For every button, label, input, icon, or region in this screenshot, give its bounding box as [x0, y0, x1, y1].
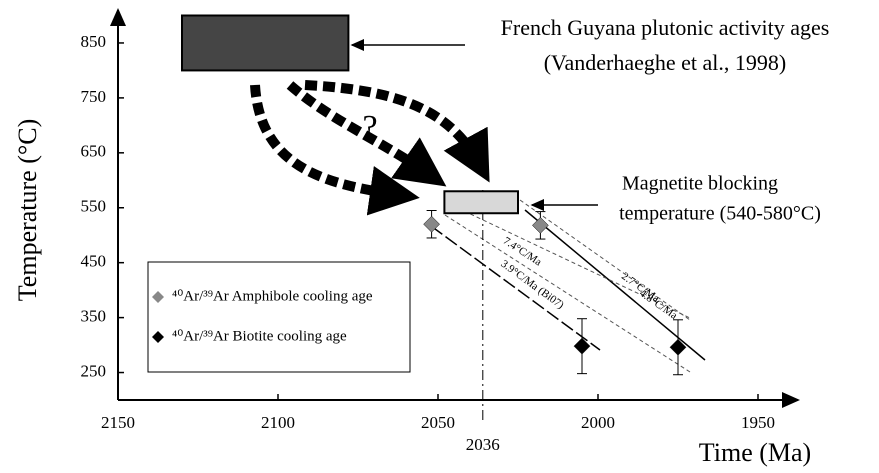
- x-tick-label: 2150: [101, 413, 135, 432]
- range-box: [443, 190, 519, 215]
- y-tick-label: 650: [81, 142, 107, 161]
- legend-box: [147, 261, 411, 373]
- point: [423, 215, 440, 233]
- annotation: 3.9°C/Ma (Bi07): [499, 258, 567, 312]
- cooling-lines: [350, 39, 706, 373]
- y-tick-label: 850: [81, 32, 107, 51]
- x-tick-label: 2000: [581, 413, 615, 432]
- box-label: Magnetite blocking: [622, 173, 778, 195]
- y-tick-label: 750: [81, 87, 107, 106]
- y-tick-label: 250: [81, 361, 107, 380]
- x-tick-label: 1950: [741, 413, 775, 432]
- point: [532, 216, 549, 234]
- point: [573, 337, 591, 355]
- y-tick-label: 350: [81, 307, 107, 326]
- y-axis-label: Temperature (°C): [13, 119, 42, 302]
- x-tick-label: 2050: [421, 413, 455, 432]
- y-tick-label: 450: [81, 252, 107, 271]
- point: [669, 338, 687, 356]
- legend-marker: [152, 331, 164, 343]
- legend-label: ⁴⁰Ar/³⁹Ar Amphibole cooling age: [172, 288, 373, 304]
- annotation: ?: [362, 109, 377, 146]
- marker-label: 2036: [466, 435, 500, 454]
- box-label: French Guyana plutonic activity ages: [501, 15, 830, 40]
- range-box: [181, 14, 350, 72]
- legend-label: ⁴⁰Ar/³⁹Ar Biotite cooling age: [172, 328, 347, 344]
- box-label: (Vanderhaeghe et al., 1998): [544, 50, 787, 75]
- legend-marker: [152, 291, 164, 303]
- box-label: temperature (540-580°C): [619, 203, 821, 225]
- x-axis-label: Time (Ma): [699, 438, 811, 467]
- x-tick-label: 2100: [261, 413, 295, 432]
- arrows: [250, 80, 490, 216]
- y-tick-label: 550: [81, 197, 107, 216]
